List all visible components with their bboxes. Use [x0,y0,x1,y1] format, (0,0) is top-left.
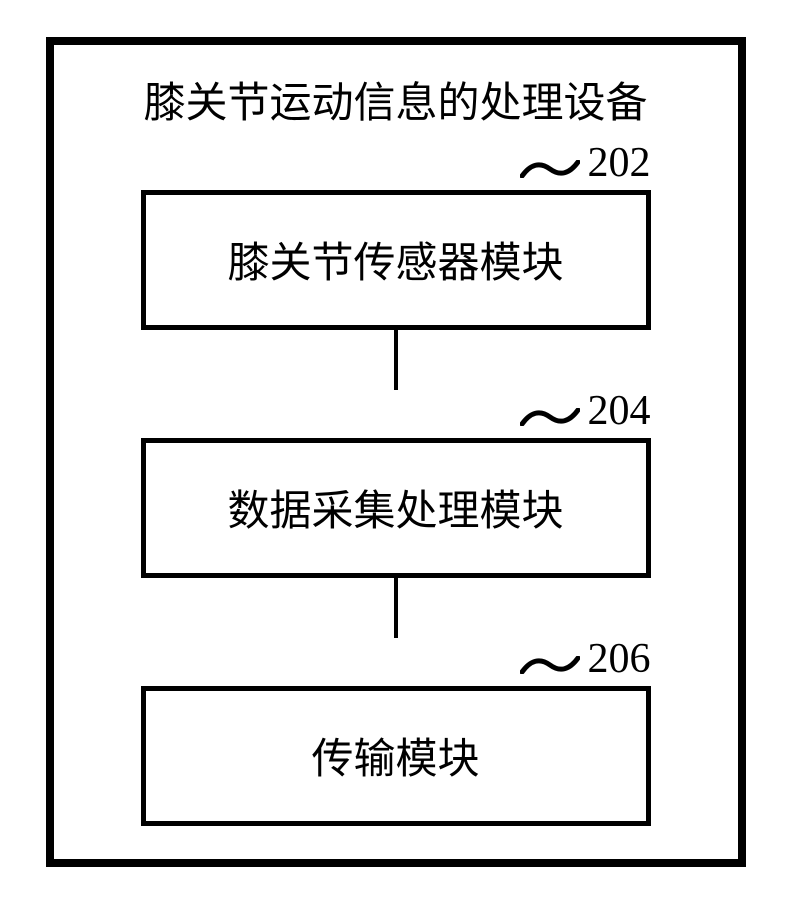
squiggle-icon [520,408,580,426]
block-number: 206 [588,638,651,680]
module-box: 数据采集处理模块 [141,438,651,578]
blocks-area: 202 膝关节传感器模块 204 数据采集处理模块 206 传输模块 [141,142,651,826]
block-number: 204 [588,390,651,432]
block-number-label: 204 [520,390,651,432]
block-wrapper: 206 传输模块 [141,638,651,826]
connector-line [394,578,398,638]
block-wrapper: 202 膝关节传感器模块 [141,142,651,330]
squiggle-icon [520,160,580,178]
block-number-label: 202 [520,142,651,184]
module-box: 传输模块 [141,686,651,826]
module-box: 膝关节传感器模块 [141,190,651,330]
block-number-label: 206 [520,638,651,680]
diagram-outer-frame: 膝关节运动信息的处理设备 202 膝关节传感器模块 204 数据采集处理模块 206 传输… [46,37,746,867]
block-wrapper: 204 数据采集处理模块 [141,390,651,578]
connector-line [394,330,398,390]
block-number: 202 [588,142,651,184]
squiggle-icon [520,656,580,674]
diagram-title: 膝关节运动信息的处理设备 [143,69,647,130]
module-label: 数据采集处理模块 [227,477,563,538]
module-label: 传输模块 [311,725,479,786]
module-label: 膝关节传感器模块 [227,229,563,290]
